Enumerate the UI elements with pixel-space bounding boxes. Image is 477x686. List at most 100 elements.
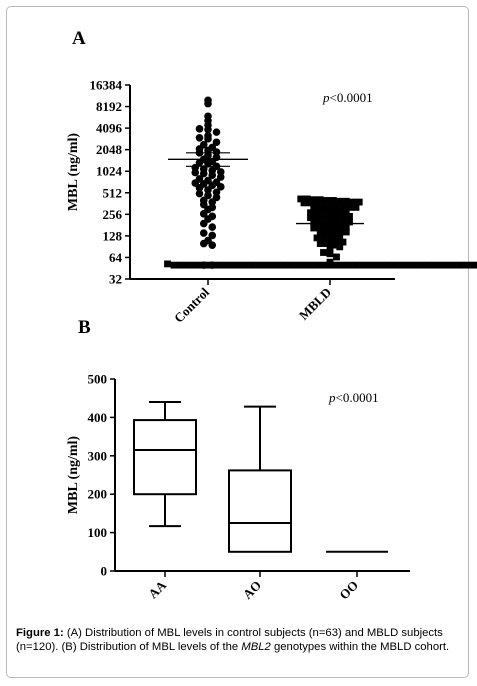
panel-a-point-control (199, 210, 208, 218)
panel-a-point-mbld (339, 238, 347, 246)
panel-b-pvalue: p<0.0001 (328, 390, 379, 405)
panel-a-point-mbld (323, 225, 331, 233)
panel-a-point-control (204, 135, 212, 143)
panel-a-point-mbld (404, 261, 412, 269)
panel-a-point-mbld (326, 201, 334, 209)
panel-a-point-mbld (316, 225, 324, 233)
panel-a-point-control (199, 239, 208, 248)
panel-a-point-mbld (307, 261, 314, 269)
panel-a-point-mbld (342, 228, 350, 236)
panel-a-point-mbld (342, 197, 350, 205)
panel-a-point-mbld (316, 196, 324, 204)
panel-a-point-mbld (307, 214, 314, 222)
panel-a-point-mbld (216, 261, 223, 269)
panel-a-point-control (208, 171, 217, 180)
panel-a-point-mbld (430, 261, 438, 269)
panel-a-point-control (212, 128, 221, 136)
panel-a-point-mbld (346, 212, 353, 220)
panel-a-point-mbld (268, 261, 275, 269)
panel-a-point-mbld (313, 214, 321, 222)
panel-a-point-mbld (310, 204, 318, 212)
panel-a-point-control (212, 188, 221, 197)
panel-a-y-tick-label: 4096 (96, 121, 123, 136)
panel-a-point-mbld (316, 229, 324, 237)
panel-b-y-tick-label: 500 (88, 372, 108, 387)
panel-a-point-mbld (355, 198, 363, 206)
panel-a-point-control (199, 219, 208, 228)
panel-a-point-mbld (203, 261, 210, 269)
panel-a-ylabel: MBL (ng/ml) (66, 133, 81, 212)
panel-a-point-control (212, 138, 221, 147)
panel-a-point-mbld (274, 261, 282, 269)
caption-gene: MBL2 (241, 641, 271, 653)
panel-a-point-mbld (333, 217, 340, 224)
panel-a-point-mbld (424, 261, 431, 269)
panel-a-point-mbld (346, 203, 353, 211)
panel-a-point-mbld (190, 261, 197, 269)
panel-a-point-mbld (303, 195, 311, 203)
panel-a-point-control (208, 231, 217, 240)
panel-a-point-mbld (320, 249, 327, 256)
panel-a-point-control (208, 223, 217, 231)
panel-a-point-mbld (170, 261, 178, 269)
panel-a-point-mbld (320, 210, 327, 218)
caption-text-1: (A) Distribution of MBL levels in contro… (16, 627, 443, 653)
panel-a-point-mbld (365, 261, 373, 269)
panel-a-point-mbld (261, 261, 269, 269)
panel-b-letter: B (78, 317, 91, 338)
panel-a-point-mbld (349, 198, 357, 206)
panel-a-point-mbld (313, 261, 321, 269)
panel-a-point-mbld (333, 237, 340, 245)
panel-a-point-mbld (326, 215, 334, 223)
panel-a-y-tick-label: 32 (109, 272, 122, 287)
panel-b-box (228, 469, 292, 553)
panel-a-point-control (191, 168, 200, 177)
panel-b-ylabel: MBL (ng/ml) (66, 436, 81, 515)
panel-a-point-control (216, 173, 225, 181)
panel-a-point-mbld (378, 261, 386, 269)
panel-b-x-tick-label: OO (336, 578, 361, 603)
panel-a-point-mbld (336, 208, 344, 215)
panel-a-point-mbld (326, 235, 334, 243)
panel-b-x-tick-label: AO (240, 578, 264, 602)
panel-a-point-mbld (323, 240, 331, 247)
panel-a-point-mbld (323, 230, 331, 238)
panel-a-point-mbld (336, 197, 344, 205)
panel-a-point-mbld (320, 261, 327, 269)
panel-a-point-control (204, 125, 212, 134)
panel-a-y-tick-label: 512 (103, 185, 123, 200)
panel-a-point-mbld (450, 261, 457, 269)
panel-a-point-mbld (417, 261, 425, 269)
panel-a-point-mbld (339, 218, 347, 226)
panel-a-point-mbld (320, 215, 327, 223)
panel-a-point-control (204, 99, 212, 108)
panel-a-pvalue: p<0.0001 (322, 90, 373, 105)
panel-a-point-mbld (316, 240, 324, 247)
panel-a-point-mbld (443, 261, 451, 269)
panel-a-point-mbld (329, 197, 337, 204)
panel-a-point-mbld (342, 208, 350, 215)
panel-a-point-mbld (209, 261, 217, 269)
panel-b-y-tick-label: 400 (88, 410, 108, 425)
panel-a-point-mbld (307, 209, 314, 217)
panel-a-y-tick-label: 64 (109, 250, 123, 265)
panel-a-point-mbld (469, 261, 477, 269)
panel-a-y-tick-label: 8192 (96, 99, 122, 114)
panel-a-point-mbld (463, 261, 470, 269)
panel-a-point-mbld (456, 261, 464, 269)
panel-a-point-mbld (183, 261, 191, 269)
panel-a-y-tick-label: 128 (103, 228, 123, 243)
panel-a-point-mbld (339, 212, 347, 220)
panel-a-point-mbld (339, 261, 347, 269)
panel-a-point-mbld (242, 261, 249, 269)
panel-a-point-mbld (333, 202, 340, 209)
panel-a-point-mbld (333, 211, 340, 219)
panel-a-point-mbld (229, 261, 236, 269)
panel-a-point-mbld (235, 261, 243, 269)
panel-a-point-mbld (346, 261, 353, 269)
panel-b-y-tick-label: 0 (101, 564, 108, 579)
panel-a-point-mbld (287, 261, 295, 269)
panel-a-point-mbld (313, 200, 321, 208)
panel-a-point-control (199, 169, 208, 178)
panel-a-point-mbld (281, 261, 288, 269)
